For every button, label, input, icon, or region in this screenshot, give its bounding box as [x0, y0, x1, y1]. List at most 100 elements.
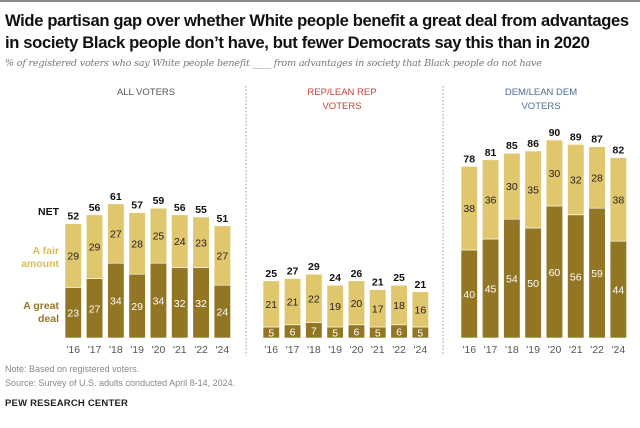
x-tick-label: '17: [484, 344, 498, 356]
label-fair-amount: 21: [265, 299, 277, 311]
bar-fair-amount: [460, 166, 478, 251]
label-fair-amount: 20: [351, 298, 363, 310]
x-tick-label: '22: [194, 344, 208, 356]
label-fair-amount: 29: [89, 242, 101, 254]
bar-fair-amount: [411, 291, 429, 328]
label-great-deal: 56: [570, 271, 582, 283]
legend-great-deal-line1: A great: [23, 300, 59, 312]
label-fair-amount: 29: [67, 251, 79, 263]
label-great-deal: 59: [591, 268, 603, 280]
x-tick-label: '18: [505, 344, 519, 356]
label-fair-amount: 32: [570, 175, 582, 187]
panel-title: VOTERS: [521, 101, 560, 112]
label-fair-amount: 19: [329, 301, 341, 313]
label-net: 78: [463, 153, 475, 165]
x-tick-label: '19: [130, 344, 144, 356]
bar-fair-amount: [149, 207, 167, 264]
legend-fair-amount-line1: A fair: [33, 245, 59, 257]
label-fair-amount: 27: [110, 229, 122, 241]
legend-net: NET: [38, 206, 60, 218]
bar-fair-amount: [283, 278, 302, 326]
label-net: 61: [110, 191, 122, 203]
note: Note: Based on registered voters.: [5, 364, 140, 374]
x-tick-label: '20: [350, 344, 364, 356]
bar-fair-amount: [545, 139, 564, 207]
label-net: 59: [153, 195, 165, 207]
panel-title: VOTERS: [322, 101, 361, 112]
label-net: 56: [174, 202, 186, 214]
label-fair-amount: 17: [372, 303, 384, 315]
bar-fair-amount: [390, 284, 408, 326]
label-fair-amount: 24: [174, 236, 186, 248]
panel-title: REP/LEAN REP: [307, 87, 376, 98]
x-tick-label: '16: [462, 344, 476, 356]
x-tick-label: '22: [392, 344, 406, 356]
x-tick-label: '18: [109, 344, 123, 356]
label-great-deal: 7: [311, 325, 317, 337]
label-net: 87: [591, 134, 603, 146]
label-great-deal: 40: [463, 289, 475, 301]
label-fair-amount: 35: [527, 185, 539, 197]
x-tick-label: '24: [612, 344, 626, 356]
x-tick-label: '21: [371, 344, 385, 356]
x-tick-label: '20: [548, 344, 562, 356]
bar-fair-amount: [64, 223, 82, 288]
label-fair-amount: 38: [463, 203, 475, 215]
label-fair-amount: 16: [415, 304, 427, 316]
label-great-deal: 6: [290, 326, 296, 338]
label-fair-amount: 18: [393, 300, 405, 312]
label-great-deal: 44: [613, 285, 625, 297]
label-great-deal: 50: [527, 278, 539, 290]
label-fair-amount: 27: [217, 251, 229, 263]
x-tick-label: '19: [526, 344, 540, 356]
label-fair-amount: 28: [591, 172, 603, 184]
label-great-deal: 34: [153, 296, 165, 308]
label-net: 51: [217, 213, 229, 225]
label-net: 81: [485, 147, 497, 159]
label-net: 86: [527, 138, 539, 150]
bar-fair-amount: [213, 225, 231, 286]
label-great-deal: 60: [549, 267, 561, 279]
label-fair-amount: 21: [287, 297, 299, 309]
label-great-deal: 29: [131, 301, 143, 313]
x-tick-label: '17: [286, 344, 300, 356]
label-net: 85: [506, 140, 518, 152]
label-great-deal: 45: [485, 284, 497, 296]
label-net: 29: [308, 261, 320, 273]
label-net: 52: [67, 211, 79, 223]
panel-title: ALL VOTERS: [117, 87, 175, 98]
label-fair-amount: 23: [195, 237, 207, 249]
chart-title: Wide partisan gap over whether White peo…: [5, 11, 629, 52]
label-great-deal: 6: [396, 326, 402, 338]
label-net: 89: [570, 131, 582, 143]
x-tick-label: '19: [328, 344, 342, 356]
label-great-deal: 5: [268, 328, 274, 340]
label-net: 57: [131, 200, 143, 212]
label-fair-amount: 28: [131, 238, 143, 250]
bar-fair-amount: [192, 216, 210, 268]
bar-fair-amount: [567, 144, 585, 216]
bar-fair-amount: [588, 146, 606, 209]
bar-fair-amount: [107, 203, 125, 264]
label-great-deal: 27: [89, 303, 101, 315]
x-tick-label: '20: [152, 344, 166, 356]
label-great-deal: 24: [217, 307, 229, 319]
label-net: 21: [372, 277, 384, 289]
label-great-deal: 34: [110, 296, 122, 308]
bar-fair-amount: [128, 212, 146, 275]
label-great-deal: 23: [67, 308, 79, 320]
bar-fair-amount: [171, 214, 189, 268]
brand-logo: PEW RESEARCH CENTER: [5, 398, 129, 409]
x-tick-label: '24: [216, 344, 230, 356]
label-net: 24: [329, 272, 341, 284]
label-great-deal: 54: [506, 274, 518, 286]
bar-fair-amount: [326, 284, 344, 328]
bar-fair-amount: [524, 150, 542, 229]
bar-fair-amount: [86, 214, 104, 279]
bar-fair-amount: [369, 289, 387, 328]
label-net: 56: [89, 202, 101, 214]
x-tick-label: '18: [307, 344, 321, 356]
top-rule: [0, 0, 640, 2]
label-net: 90: [549, 127, 561, 139]
bar-fair-amount: [609, 157, 627, 242]
